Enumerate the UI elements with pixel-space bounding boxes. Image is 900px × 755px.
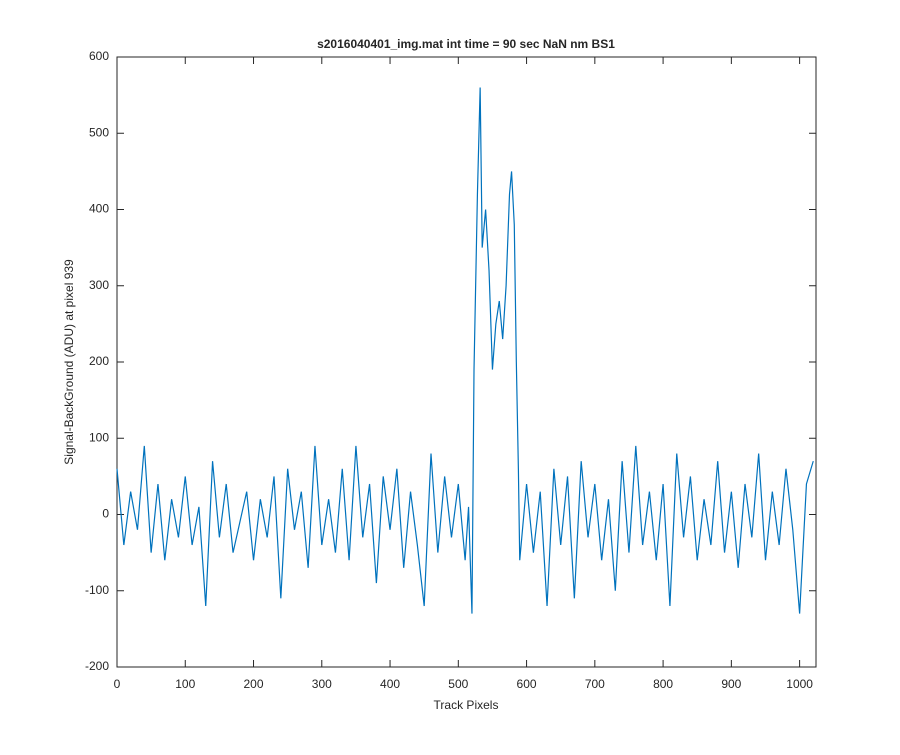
x-tick-label: 1000 bbox=[786, 677, 813, 691]
y-tick-label: 200 bbox=[89, 354, 109, 368]
x-tick-label: 800 bbox=[653, 677, 673, 691]
x-tick-label: 200 bbox=[244, 677, 264, 691]
y-tick-label: 100 bbox=[89, 430, 109, 444]
x-tick-label: 700 bbox=[585, 677, 605, 691]
y-tick-label: 600 bbox=[89, 49, 109, 63]
y-tick-label: -200 bbox=[85, 659, 109, 673]
x-tick-label: 500 bbox=[448, 677, 468, 691]
x-tick-label: 400 bbox=[380, 677, 400, 691]
x-axis-label: Track Pixels bbox=[434, 698, 499, 712]
x-tick-label: 600 bbox=[517, 677, 537, 691]
y-tick-label: -100 bbox=[85, 583, 109, 597]
x-tick-label: 100 bbox=[175, 677, 195, 691]
data-line bbox=[116, 87, 814, 614]
chart-title: s2016040401_img.mat int time = 90 sec Na… bbox=[317, 37, 615, 51]
y-axis-label: Signal-BackGround (ADU) at pixel 939 bbox=[62, 259, 76, 465]
x-tick-label: 900 bbox=[721, 677, 741, 691]
x-tick-label: 300 bbox=[312, 677, 332, 691]
x-tick-label: 0 bbox=[114, 677, 121, 691]
y-tick-label: 400 bbox=[89, 202, 109, 216]
y-tick-label: 300 bbox=[89, 278, 109, 292]
y-tick-label: 500 bbox=[89, 125, 109, 139]
y-tick-label: 0 bbox=[102, 507, 109, 521]
